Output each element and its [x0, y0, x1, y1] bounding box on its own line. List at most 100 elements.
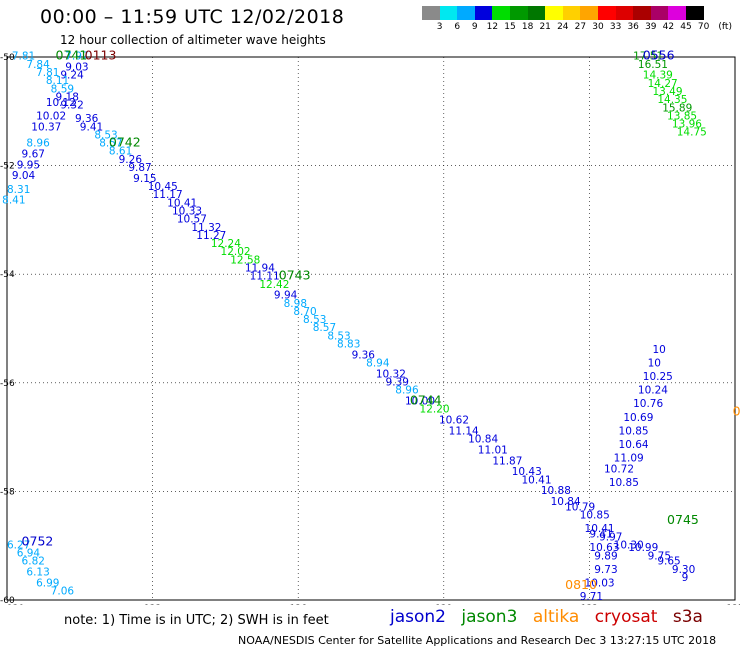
color-swatch	[492, 6, 510, 20]
wave-height-value: 10.24	[638, 385, 668, 397]
wave-height-value: 10.99	[628, 542, 658, 554]
wave-height-value: 9.36	[75, 113, 99, 125]
pass-time-label: 0	[733, 403, 740, 418]
wave-height-value: 9.39	[386, 377, 409, 389]
pass-time-label: 0742	[109, 135, 141, 150]
wave-height-value: 9.95	[17, 159, 40, 171]
legend-altika: altika	[532, 607, 580, 627]
wave-height-value: 17.51	[633, 51, 663, 63]
wave-height-value: 9.87	[128, 162, 151, 174]
wave-height-value: 10.30	[614, 539, 644, 551]
wave-height-value: 9.15	[133, 173, 156, 185]
color-scale-label: 21	[539, 22, 551, 32]
pass-time-label: 0741	[56, 48, 88, 63]
wave-height-value: 9.32	[60, 100, 83, 112]
wave-height-value: 9	[682, 572, 689, 584]
wave-height-value: 10.72	[604, 463, 634, 475]
wave-height-value: 10.41	[521, 474, 551, 486]
pass-time-label: 0743	[279, 268, 311, 283]
wave-height-value: 13.96	[672, 119, 702, 131]
wave-height-value: 9.41	[589, 529, 612, 541]
wave-height-value: 9.97	[599, 531, 622, 543]
wave-height-value: 9.04	[12, 170, 36, 182]
color-scale-label: 9	[471, 22, 478, 32]
color-swatch	[633, 6, 651, 20]
wave-height-value: 10.79	[565, 501, 595, 513]
wave-height-value: 10.43	[512, 466, 542, 478]
wave-height-value: 9.26	[119, 154, 143, 166]
color-swatch	[685, 6, 704, 20]
wave-height-value: 9.18	[56, 91, 79, 103]
wave-height-value: 11.27	[196, 230, 226, 242]
wave-height-value: 6.94	[17, 548, 41, 560]
wave-height-value: 10.63	[589, 542, 619, 554]
wave-height-value: 11.32	[191, 222, 221, 234]
wave-height-value: 9.73	[594, 564, 617, 576]
wave-height-value: 8.31	[7, 184, 30, 196]
wave-height-value: 8.70	[293, 306, 316, 318]
y-tick-label: -60	[0, 596, 15, 605]
color-swatch	[509, 6, 528, 20]
units-note: note: 1) Time is in UTC; 2) SWH is in fe…	[64, 613, 329, 628]
wave-height-value: 8.59	[51, 83, 74, 95]
color-scale-label: 30	[592, 22, 604, 32]
x-tick-label: 123	[144, 604, 161, 605]
wave-height-value: 11.14	[449, 425, 479, 437]
wave-height-value: 11.94	[245, 262, 275, 274]
color-scale-label: 27	[574, 22, 587, 32]
color-swatch	[545, 6, 563, 20]
wave-height-value: 12.02	[221, 246, 251, 258]
wave-height-value: 9.41	[80, 121, 103, 133]
wave-height-value: 10.69	[623, 412, 653, 424]
wave-height-value: 13.49	[652, 86, 682, 98]
wave-height-value: 10	[648, 358, 661, 370]
wave-height-value: 7.06	[51, 586, 75, 598]
wave-height-value: 10.41	[585, 523, 615, 535]
satellite-legend: jason2 jason3 altika cryosat s3a	[390, 607, 713, 627]
wave-height-value: 6.27	[7, 539, 30, 551]
color-swatch	[650, 6, 669, 20]
y-tick-label: -56	[0, 379, 15, 389]
color-swatch	[457, 6, 475, 20]
color-swatch	[597, 6, 616, 20]
wave-height-value: 10.84	[551, 496, 581, 508]
wave-height-value: 10.37	[31, 121, 61, 133]
legend-s3a: s3a	[672, 607, 703, 627]
wave-height-value: 8.98	[284, 298, 307, 310]
wave-height-value: 10.57	[177, 214, 207, 226]
wave-height-value: 14.75	[677, 127, 707, 139]
wave-height-value: 11.87	[492, 455, 522, 467]
wave-height-value: 8.61	[109, 146, 132, 158]
wave-height-value: 8.96	[26, 138, 50, 150]
wave-height-value: 8.53	[327, 330, 350, 342]
x-tick-label: 129	[435, 604, 452, 605]
wave-height-value: 10.88	[541, 485, 571, 497]
color-scale-label: 18	[521, 22, 534, 32]
wave-height-value: 9.24	[60, 70, 84, 82]
wave-height-value: 10.62	[439, 415, 469, 427]
wave-height-value: 9.71	[580, 591, 603, 603]
wave-height-value: 10.03	[585, 577, 615, 589]
wave-height-value: 8.53	[94, 129, 117, 141]
wave-height-value: 7.84	[26, 59, 50, 71]
pass-time-label: 0744	[410, 393, 442, 408]
wave-height-value: 11.01	[478, 444, 508, 456]
x-tick-label: 126	[290, 604, 307, 605]
wave-height-value: 8.57	[99, 138, 122, 150]
chart-title: 00:00 – 11:59 UTC 12/02/2018	[40, 6, 345, 28]
wave-height-value: 10.85	[609, 477, 639, 489]
wave-height-value: 10.00	[405, 396, 435, 408]
wave-height-value: 10.33	[172, 205, 202, 217]
color-scale-labels: 3 6 9 12 15 18 21 24 27 30 33 36 39 42 45 70 (ft)	[422, 22, 740, 34]
wave-height-value: 10.64	[619, 439, 649, 451]
wave-height-value: 8.53	[303, 314, 326, 326]
color-swatch	[615, 6, 634, 20]
wave-height-value: 11.09	[614, 453, 644, 465]
wave-height-value: 15.89	[662, 102, 692, 114]
color-scale-label: 15	[504, 22, 516, 32]
wave-height-value: 8.11	[46, 75, 69, 87]
wave-height-value: 10	[652, 344, 665, 356]
x-tick-label: 120	[7, 604, 24, 605]
wave-height-value: 7.81	[12, 51, 35, 63]
wave-height-value: 8.41	[2, 195, 25, 207]
